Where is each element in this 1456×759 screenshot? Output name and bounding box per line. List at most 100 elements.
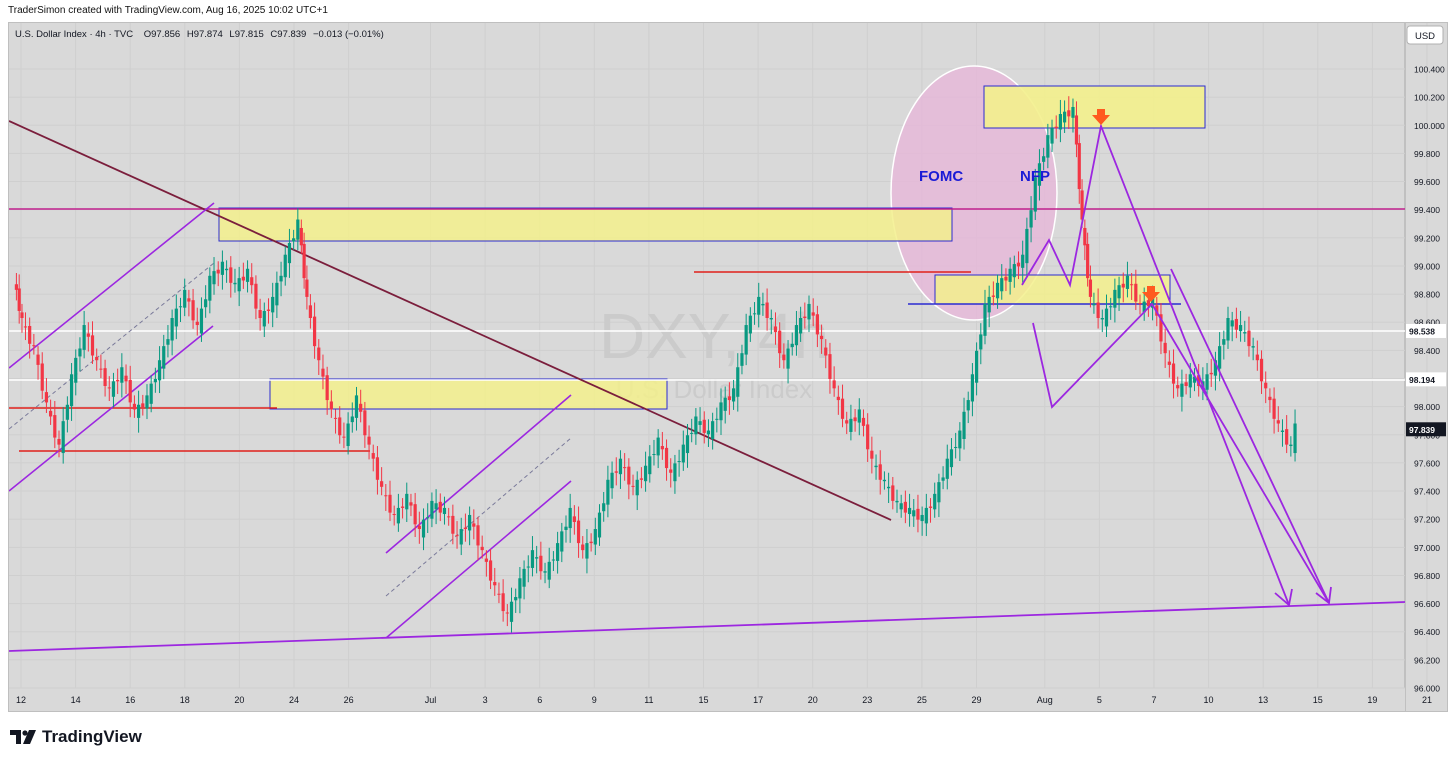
candle-body	[434, 503, 438, 510]
candle-body	[1176, 385, 1180, 389]
chart-area[interactable]: DXY, 4h U.S. Dollar Index	[8, 22, 1448, 712]
candle-body	[849, 418, 853, 432]
nfp-annotation[interactable]: NFP	[1020, 168, 1050, 185]
fomc-annotation[interactable]: FOMC	[919, 168, 963, 185]
candle-body	[673, 463, 677, 482]
candles[interactable]	[14, 96, 1297, 633]
candle-body	[472, 523, 476, 527]
candle-body	[1180, 383, 1184, 397]
price-chart[interactable]: DXY, 4h U.S. Dollar Index	[8, 23, 1447, 711]
candle-body	[1033, 177, 1037, 212]
supply-zone-mid[interactable]	[218, 207, 953, 242]
candle-body	[1247, 330, 1251, 347]
brand-label: TradingView	[42, 727, 142, 746]
candle-body	[1234, 318, 1238, 330]
candle-body	[166, 339, 170, 345]
projection-path-2[interactable]	[1032, 302, 1330, 604]
channel-june-lower[interactable]	[8, 325, 214, 492]
candle-body	[90, 335, 95, 356]
tradingview-brand[interactable]: TradingView	[10, 727, 142, 747]
candle-body	[606, 479, 610, 505]
candle-body	[811, 312, 815, 316]
candle-body	[292, 238, 296, 242]
candle-body	[794, 325, 799, 346]
time-tick-label: 21	[1422, 695, 1432, 705]
candle-body	[1012, 264, 1016, 278]
candle-body	[266, 309, 271, 311]
candle-body	[627, 466, 631, 485]
candle-body	[866, 424, 870, 450]
candle-body	[1125, 275, 1130, 289]
fomc-nfp-ellipse[interactable]	[890, 65, 1058, 321]
candle-body	[928, 506, 933, 508]
candle-body	[99, 368, 103, 370]
arrowhead-1	[1274, 588, 1293, 607]
candle-body	[983, 303, 987, 336]
candle-body	[1008, 268, 1012, 282]
channel-july-mid[interactable]	[385, 437, 572, 597]
time-tick-label: 16	[125, 695, 135, 705]
time-tick-label: 15	[1313, 695, 1323, 705]
candle-body	[32, 345, 36, 347]
time-tick-label: 24	[289, 695, 299, 705]
candle-body	[325, 375, 329, 401]
channel-june-mid[interactable]	[8, 262, 215, 430]
currency-button[interactable]	[1406, 25, 1444, 45]
candle-body	[208, 275, 212, 301]
candle-body	[107, 387, 111, 389]
price-axis-ticks: 100.400 100.200 100.000 99.800 99.600 99.400 9…	[1414, 65, 1445, 694]
legend-high: 97.874	[194, 29, 223, 40]
time-tick-label: 15	[698, 695, 708, 705]
price-tick-label: 98.000	[1414, 402, 1440, 412]
time-axis-ticks: 12 14 16 18 20 24 26 Jul 3 6 9 11 15 17 20 23 25 29 Aug 5 7 1…	[16, 695, 1432, 705]
price-axis-panel[interactable]	[1405, 23, 1447, 688]
time-tick-label: 10	[1204, 695, 1214, 705]
legend-open: 97.856	[151, 29, 180, 40]
supply-zone-top[interactable]	[983, 85, 1206, 129]
candle-body	[522, 568, 526, 587]
support-zone-aug[interactable]	[934, 274, 1171, 305]
candle-body	[488, 560, 493, 581]
candle-body	[740, 353, 744, 366]
projection-line-3[interactable]	[1170, 268, 1330, 604]
candle-body	[1243, 332, 1247, 334]
projection-path-1[interactable]	[1021, 122, 1290, 606]
descending-trendline[interactable]	[8, 120, 892, 521]
candle-body	[815, 314, 819, 335]
candle-body	[1268, 396, 1272, 401]
candle-body	[346, 423, 350, 447]
candle-body	[1050, 128, 1054, 144]
candle-body	[245, 268, 250, 282]
candle-body	[497, 593, 501, 595]
candle-body	[438, 501, 442, 513]
price-label-box	[1406, 372, 1446, 387]
price-tick-label: 96.200	[1414, 655, 1440, 665]
price-tick-label: 97.400	[1414, 487, 1440, 497]
candle-body	[870, 450, 874, 459]
candle-body	[480, 546, 484, 551]
candle-body	[224, 268, 229, 271]
channel-july-upper[interactable]	[385, 394, 572, 554]
candle-body	[761, 303, 765, 306]
price-tick-label: 99.000	[1414, 261, 1440, 271]
candle-body	[305, 279, 309, 297]
channel-june-upper[interactable]	[8, 202, 215, 369]
arrow-down-icon[interactable]	[1142, 286, 1160, 302]
candle-body	[212, 271, 216, 285]
legend-low-label: L	[229, 29, 234, 40]
candle-body	[975, 350, 979, 383]
candle-body	[861, 417, 866, 426]
candle-body	[233, 282, 237, 285]
arrow-down-icon[interactable]	[1092, 109, 1110, 125]
candle-body	[451, 515, 455, 534]
candle-body	[463, 527, 468, 530]
time-axis-panel[interactable]	[9, 688, 1405, 711]
candle-body	[413, 504, 417, 525]
candle-body	[116, 379, 120, 382]
candle-body	[1134, 283, 1138, 302]
channel-july-lower[interactable]	[385, 480, 572, 639]
demand-zone-left[interactable]	[269, 378, 668, 410]
long-support-line[interactable]	[8, 601, 1406, 652]
candle-body	[1171, 363, 1176, 384]
candle-body	[1042, 156, 1046, 162]
